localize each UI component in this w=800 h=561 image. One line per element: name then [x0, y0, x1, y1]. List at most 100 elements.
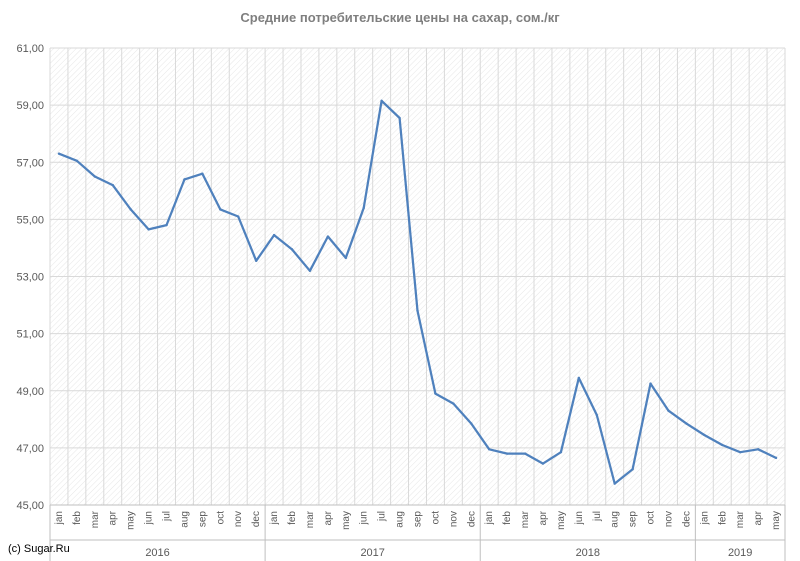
month-tick-label: sep [628, 511, 639, 528]
y-tick-label: 53,00 [16, 272, 44, 284]
y-tick-label: 55,00 [16, 214, 44, 226]
y-tick-label: 45,00 [16, 500, 44, 512]
month-tick-label: mar [305, 510, 316, 528]
data-point [595, 413, 598, 417]
month-tick-label: dec [681, 511, 692, 527]
month-tick-label: jun [574, 511, 585, 525]
month-tick-label: jan [484, 511, 495, 525]
data-point [129, 208, 132, 211]
y-tick-label: 59,00 [16, 100, 44, 112]
month-tick-label: aug [179, 511, 190, 528]
month-tick-label: jun [359, 511, 370, 525]
month-tick-label: dec [251, 511, 262, 527]
data-point [111, 183, 114, 187]
month-tick-label: mar [520, 510, 531, 528]
month-tick-label: may [126, 511, 137, 530]
data-point [308, 269, 312, 272]
data-point [147, 228, 150, 231]
month-tick-label: feb [502, 511, 513, 525]
y-tick-label: 51,00 [16, 329, 44, 341]
year-label: 2018 [576, 547, 600, 559]
year-label: 2019 [728, 547, 752, 559]
data-point [201, 172, 204, 175]
data-point [398, 116, 401, 120]
data-point [380, 99, 383, 103]
month-tick-label: jul [162, 511, 173, 522]
data-point [75, 159, 79, 163]
data-point [505, 452, 509, 455]
month-tick-label: mar [735, 510, 746, 528]
credit-text: (c) Sugar.Ru [8, 543, 70, 555]
month-tick-label: may [341, 511, 352, 530]
month-tick-label: feb [287, 511, 298, 525]
y-tick-label: 57,00 [16, 157, 44, 169]
data-point [165, 223, 168, 227]
month-tick-label: nov [448, 511, 459, 527]
data-point [434, 392, 437, 395]
month-tick-label: jul [592, 511, 603, 522]
data-point [774, 456, 778, 460]
month-tick-label: sep [413, 511, 424, 528]
series-layer [57, 99, 778, 485]
month-tick-label: feb [72, 511, 83, 525]
month-tick-label: apr [108, 510, 119, 525]
data-point [470, 422, 473, 425]
year-label: 2016 [145, 547, 169, 559]
y-tick-label: 61,00 [16, 43, 44, 55]
month-tick-label: nov [663, 511, 674, 527]
data-point [416, 309, 419, 312]
month-tick-label: may [556, 511, 567, 530]
month-tick-label: feb [717, 511, 728, 525]
month-tick-label: sep [197, 511, 208, 528]
data-point [685, 422, 688, 425]
data-point [326, 235, 330, 238]
month-tick-label: aug [610, 511, 621, 528]
data-point [237, 215, 240, 218]
axes: 45,00 47,00 49,00 51,00 53,00 55,00 57,00 59,00… [16, 43, 786, 561]
month-tick-label: apr [753, 510, 764, 525]
data-point [613, 482, 616, 485]
month-tick-label: apr [538, 510, 549, 525]
data-point [344, 256, 347, 260]
month-tick-label: oct [646, 511, 657, 525]
data-point [577, 376, 581, 380]
data-point [93, 175, 97, 178]
data-point [488, 448, 491, 451]
month-tick-label: apr [323, 510, 334, 525]
month-tick-label: jun [144, 511, 155, 525]
month-tick-label: aug [395, 511, 406, 528]
data-point [290, 248, 294, 251]
month-tick-label: jan [269, 511, 280, 525]
year-label: 2017 [360, 547, 384, 559]
data-point [452, 402, 455, 405]
data-point [219, 208, 222, 211]
month-tick-label: oct [430, 511, 441, 525]
data-point [254, 259, 258, 262]
data-point [272, 233, 276, 237]
month-tick-label: mar [90, 510, 101, 528]
data-point [57, 152, 61, 155]
data-point [541, 462, 545, 465]
data-point [703, 433, 706, 437]
month-tick-label: may [771, 511, 782, 530]
data-point [559, 450, 563, 454]
data-point [631, 468, 634, 471]
data-point [721, 443, 724, 447]
month-tick-label: jan [54, 511, 65, 525]
chart-title: Средние потребительские цены на сахар, с… [240, 10, 560, 25]
y-tick-label: 49,00 [16, 386, 44, 398]
data-point [362, 206, 365, 210]
y-tick-label: 47,00 [16, 443, 44, 455]
data-point [667, 409, 670, 412]
month-tick-label: dec [466, 511, 477, 527]
data-point [649, 382, 652, 385]
data-point [738, 450, 742, 454]
data-point [523, 452, 527, 455]
data-point [756, 448, 760, 451]
month-tick-label: jan [699, 511, 710, 525]
month-tick-label: nov [233, 511, 244, 527]
month-tick-label: oct [215, 511, 226, 525]
data-point [183, 178, 186, 181]
